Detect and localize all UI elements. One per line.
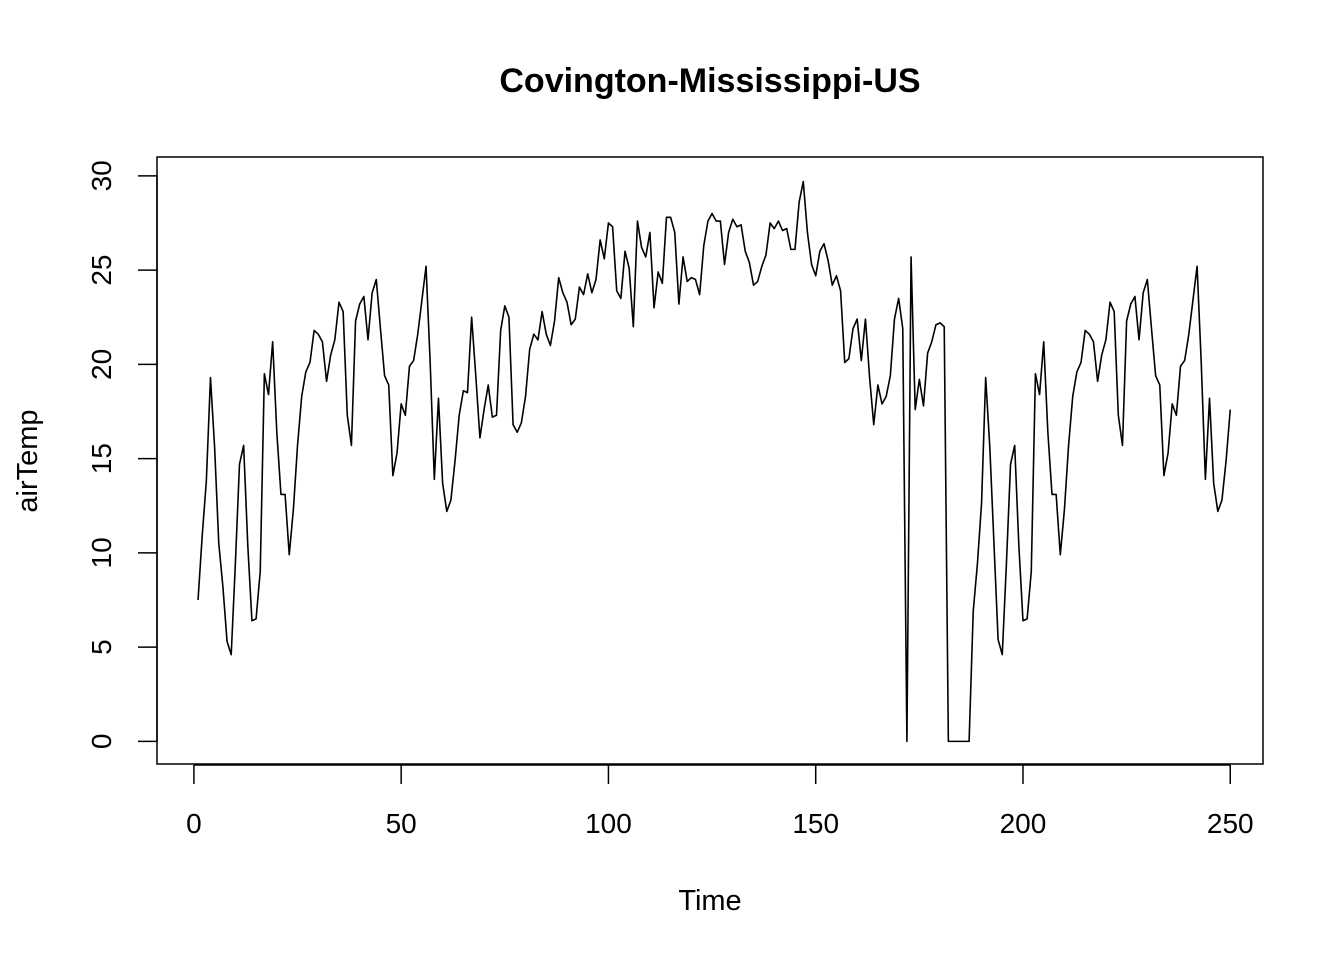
y-tick-label: 30 [86, 160, 117, 191]
y-tick-label: 25 [86, 255, 117, 286]
y-axis-label: airTemp [12, 409, 44, 512]
y-tick-label: 10 [86, 537, 117, 568]
x-tick-label: 200 [1000, 808, 1047, 839]
x-tick-label: 100 [585, 808, 632, 839]
x-axis: 0 50 100 150 200 250 [186, 764, 1254, 839]
y-tick-label: 5 [86, 639, 117, 655]
x-tick-label: 150 [792, 808, 839, 839]
x-tick-label: 50 [386, 808, 417, 839]
y-tick-label: 20 [86, 349, 117, 380]
y-tick-label: 0 [86, 734, 117, 750]
plot-frame [156, 156, 1264, 765]
x-tick-label: 250 [1207, 808, 1254, 839]
chart-title: Covington-Mississippi-US [499, 62, 920, 100]
series-layer [197, 180, 1232, 743]
x-axis-label: Time [678, 885, 741, 917]
series-line-0 [197, 180, 1232, 743]
y-tick-label: 15 [86, 443, 117, 474]
y-axis: 0 5 10 15 20 25 30 [86, 160, 158, 750]
x-tick-label: 0 [186, 808, 202, 839]
